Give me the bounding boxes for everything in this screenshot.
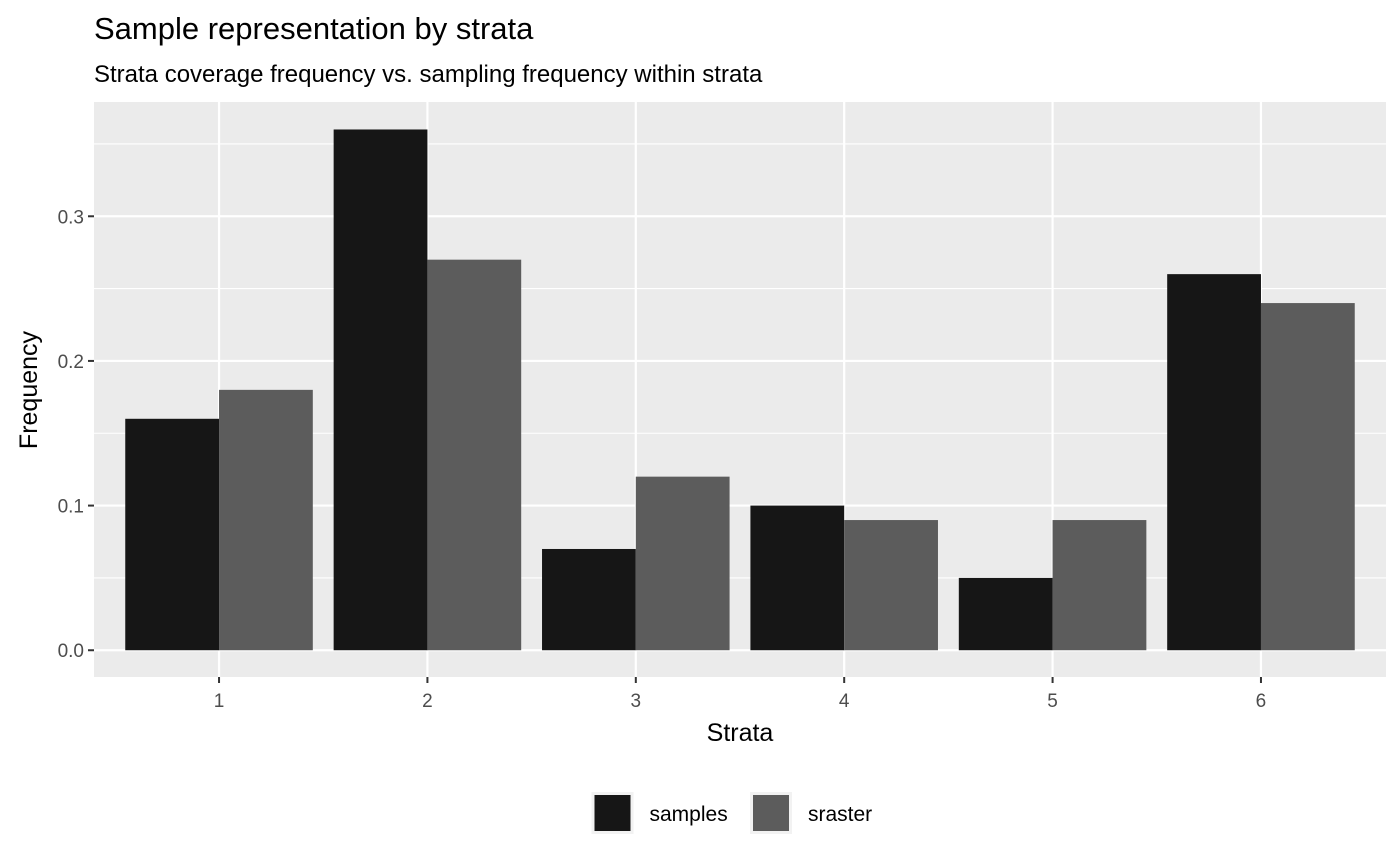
bar-samples: [958, 577, 1053, 651]
x-tick-label: 6: [1256, 691, 1267, 712]
x-tick-label: 4: [839, 691, 850, 712]
y-tick-label: 0.1: [58, 497, 84, 518]
bar-samples: [750, 505, 845, 651]
bar-samples: [125, 418, 220, 651]
bar-samples: [1167, 274, 1261, 651]
bar-samples: [333, 129, 428, 651]
y-tick-label: 0.2: [58, 352, 84, 373]
legend-label-sraster: sraster: [808, 803, 872, 826]
x-tick-label: 3: [631, 691, 642, 712]
bar-sraster: [219, 389, 313, 651]
chart-title: Sample representation by strata: [94, 11, 534, 46]
bar-sraster: [635, 476, 730, 651]
y-tick-label: 0.0: [58, 641, 84, 662]
x-tick-label: 1: [214, 691, 225, 712]
legend-swatch-sraster: [753, 795, 789, 831]
y-axis-title: Frequency: [15, 330, 43, 449]
y-axis: 0.0 0.1 0.2 0.3: [58, 207, 94, 662]
legend-label-samples: samples: [650, 803, 728, 826]
bar-sraster: [1052, 520, 1147, 651]
x-axis: 1 2 3 4 5 6: [214, 677, 1267, 712]
x-tick-label: 5: [1047, 691, 1058, 712]
legend: samples sraster: [591, 792, 872, 834]
bar-sraster: [844, 520, 938, 651]
x-axis-title: Strata: [707, 719, 774, 747]
y-tick-label: 0.3: [58, 207, 84, 228]
chart-subtitle: Strata coverage frequency vs. sampling f…: [94, 61, 763, 88]
bar-samples: [542, 548, 636, 651]
x-tick-label: 2: [422, 691, 433, 712]
legend-swatch-samples: [594, 795, 631, 831]
bar-sraster: [427, 259, 522, 651]
bar-sraster: [1260, 303, 1355, 651]
bars: [125, 129, 1355, 651]
